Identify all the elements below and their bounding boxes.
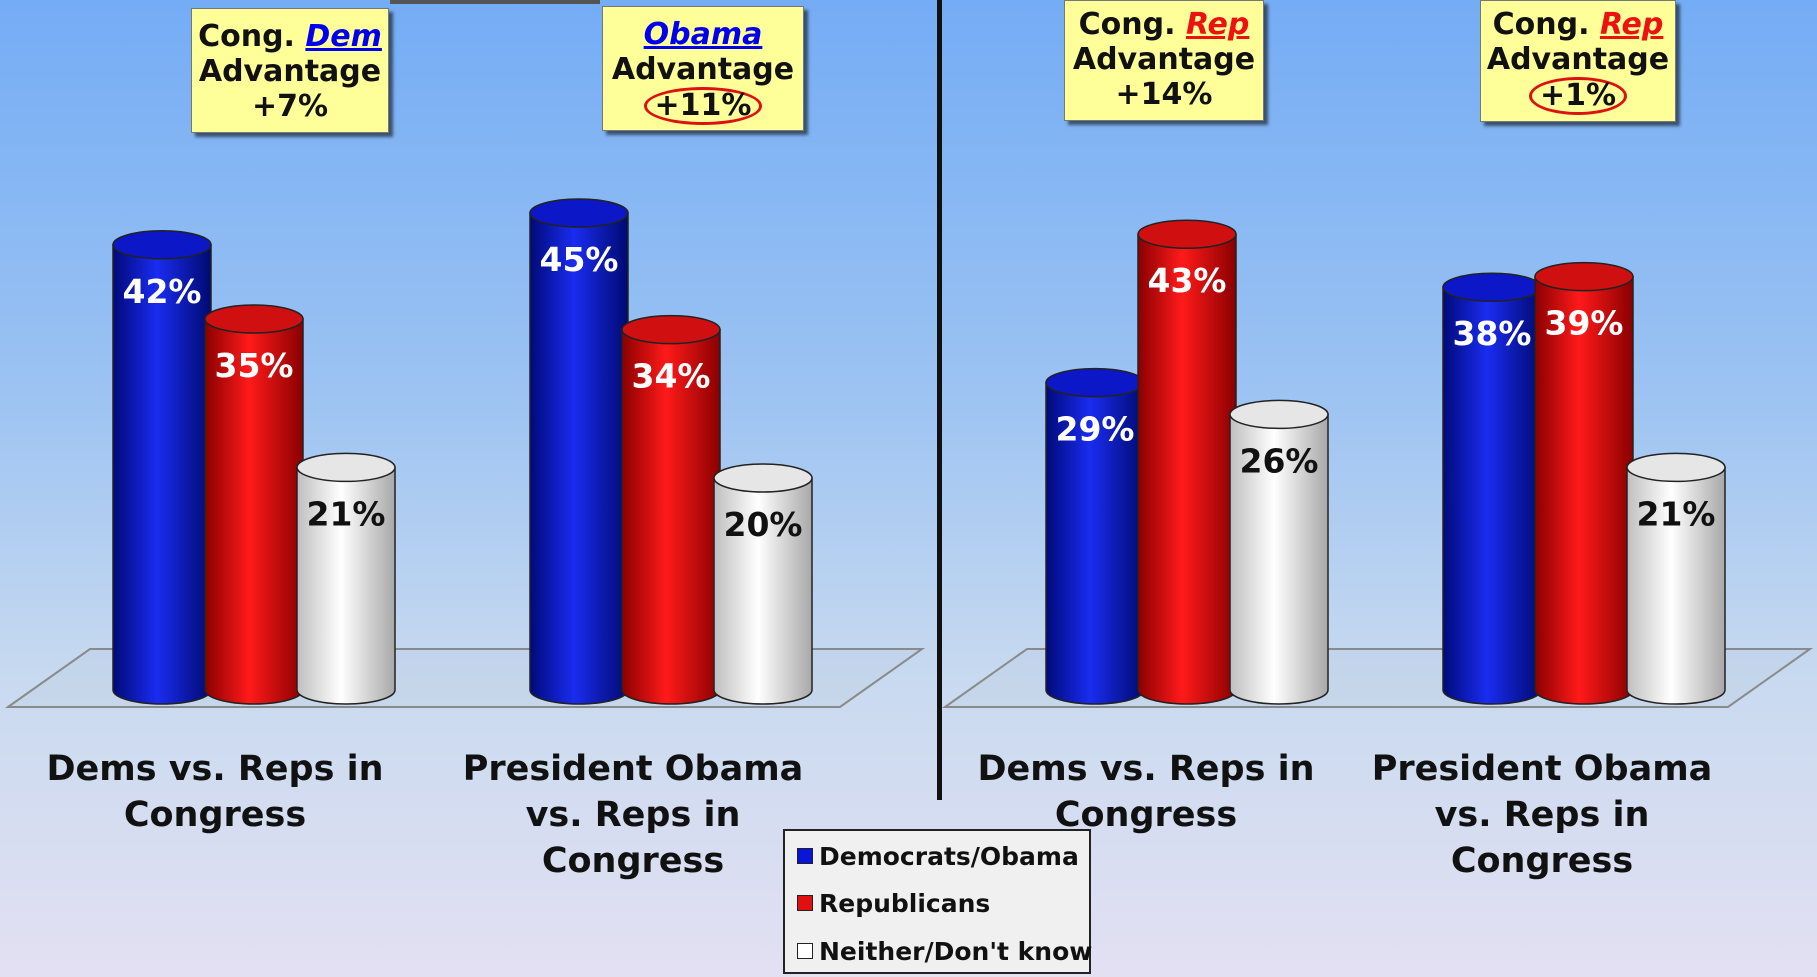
bar-body (1137, 233, 1237, 705)
legend-label: Democrats/Obama (819, 841, 1079, 871)
bar-body (296, 466, 396, 705)
callout-party: Dem (305, 19, 382, 54)
bar-cap (529, 198, 629, 228)
bar-neither: 21% (296, 452, 396, 705)
legend: Democrats/Obama Republicans Neither/Don'… (783, 829, 1092, 974)
bar-dem: 29% (1045, 367, 1145, 705)
bar-body (713, 477, 813, 705)
bar-cap (1045, 367, 1145, 398)
callout-value: +1% (1539, 78, 1617, 113)
panel-divider (937, 0, 942, 800)
data-label: 43% (1148, 261, 1227, 300)
callout-party: Rep (1185, 7, 1250, 42)
category-label-line: President Obama (1371, 749, 1713, 789)
bar-cap (1442, 272, 1542, 302)
category-label-obama-vs-reps-right: President Obama vs. Reps in Congress (1362, 746, 1722, 884)
legend-label: Neither/Don't know (819, 936, 1093, 966)
legend-swatch-rep (797, 895, 813, 911)
bar-dem: 42% (112, 230, 212, 705)
bar-body (1229, 413, 1329, 705)
bar-cap (713, 463, 813, 493)
data-label: 21% (307, 494, 386, 533)
callout-value-circle: +11% (643, 87, 763, 125)
callout-line2: Advantage (1486, 42, 1670, 77)
callout-cong-rep-advantage-1: Cong. Rep Advantage +14% (1064, 0, 1264, 121)
top-frame-edge (390, 0, 600, 4)
bar-cap (1534, 261, 1634, 292)
category-label-line: vs. Reps in (1434, 795, 1650, 835)
callout-line2: Advantage (611, 52, 795, 87)
bar-cap (112, 230, 212, 260)
legend-swatch-dem (797, 848, 813, 864)
callout-line2: Advantage (198, 54, 382, 89)
bar-cap (1229, 399, 1329, 430)
bar-cap (1626, 452, 1726, 483)
data-label: 26% (1240, 441, 1319, 480)
bar-rep: 34% (621, 314, 721, 705)
callout-party: Rep (1599, 7, 1664, 42)
category-label-line: Dems vs. Reps in (977, 749, 1315, 789)
bar-cap (1137, 219, 1237, 249)
category-label-line: Congress (1450, 841, 1634, 881)
callout-value: +11% (654, 88, 752, 123)
bar-rep: 39% (1534, 261, 1634, 705)
legend-swatch-neither (797, 943, 813, 959)
category-label-line: Dems vs. Reps in (46, 749, 384, 789)
bar-dem: 38% (1442, 272, 1542, 705)
legend-item-neither: Neither/Don't know (797, 936, 1092, 966)
bar-cap (204, 304, 304, 334)
category-label-line: President Obama (462, 749, 804, 789)
bar-neither: 26% (1229, 399, 1329, 705)
bar-cap (296, 452, 396, 483)
callout-party: Obama (643, 17, 763, 52)
data-label: 35% (215, 346, 294, 385)
data-label: 34% (632, 357, 711, 396)
bar-neither: 20% (713, 463, 813, 705)
bar-body (112, 244, 212, 705)
callout-line2: Advantage (1072, 42, 1256, 77)
data-label: 45% (540, 240, 619, 279)
data-label: 20% (724, 505, 803, 544)
callout-prefix: Cong. (198, 19, 295, 54)
bar-neither: 21% (1626, 452, 1726, 705)
category-label-dems-vs-reps-left: Dems vs. Reps in Congress (35, 746, 395, 838)
callout-value: +14% (1115, 77, 1213, 112)
legend-label: Republicans (819, 888, 991, 918)
bar-body (529, 212, 629, 705)
category-label-line: Congress (1054, 795, 1238, 835)
bar-rep: 43% (1137, 219, 1237, 705)
legend-item-dem: Democrats/Obama (797, 841, 1079, 871)
legend-item-rep: Republicans (797, 888, 990, 918)
bar-rep: 35% (204, 304, 304, 705)
category-label-line: vs. Reps in (525, 795, 741, 835)
bar-cap (621, 314, 721, 345)
callout-cong-dem-advantage: Cong. Dem Advantage +7% (191, 8, 389, 133)
category-label-dems-vs-reps-right: Dems vs. Reps in Congress (966, 746, 1326, 838)
data-label: 21% (1637, 494, 1716, 533)
data-label: 29% (1056, 410, 1135, 449)
callout-value: +7% (251, 89, 329, 124)
category-label-line: Congress (541, 841, 725, 881)
data-label: 38% (1453, 314, 1532, 353)
callout-cong-rep-advantage-2: Cong. Rep Advantage +1% (1480, 0, 1676, 122)
callout-prefix: Cong. (1492, 7, 1590, 42)
bar-dem: 45% (529, 198, 629, 705)
data-label: 42% (123, 272, 202, 311)
data-label: 39% (1545, 304, 1624, 343)
callout-prefix: Cong. (1078, 7, 1176, 42)
callout-obama-advantage: Obama Advantage +11% (602, 6, 804, 131)
category-label-line: Congress (123, 795, 307, 835)
category-label-obama-vs-reps-left: President Obama vs. Reps in Congress (453, 746, 813, 884)
callout-value-circle: +1% (1528, 77, 1628, 115)
bar-body (1626, 466, 1726, 705)
